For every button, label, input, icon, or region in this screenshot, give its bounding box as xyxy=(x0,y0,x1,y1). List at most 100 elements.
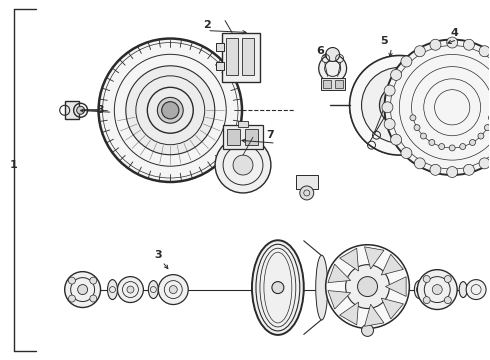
Circle shape xyxy=(65,272,100,307)
Ellipse shape xyxy=(459,282,467,298)
Polygon shape xyxy=(365,304,384,326)
Circle shape xyxy=(362,67,437,143)
Wedge shape xyxy=(404,131,434,155)
Circle shape xyxy=(69,295,75,302)
Circle shape xyxy=(90,277,97,284)
Bar xyxy=(335,80,343,88)
Circle shape xyxy=(384,118,395,130)
Bar xyxy=(238,121,248,127)
Bar xyxy=(223,125,263,149)
Circle shape xyxy=(401,148,412,158)
Wedge shape xyxy=(384,55,415,71)
Circle shape xyxy=(126,66,215,155)
Circle shape xyxy=(349,55,449,155)
Circle shape xyxy=(464,165,474,175)
Bar xyxy=(226,37,238,75)
Circle shape xyxy=(76,106,85,114)
Circle shape xyxy=(479,158,490,169)
Circle shape xyxy=(118,276,144,302)
Circle shape xyxy=(233,155,253,175)
Circle shape xyxy=(326,245,409,328)
Circle shape xyxy=(439,144,444,149)
Circle shape xyxy=(466,280,486,300)
Text: 2: 2 xyxy=(203,19,211,30)
Circle shape xyxy=(300,186,314,200)
Polygon shape xyxy=(381,254,403,275)
Circle shape xyxy=(415,46,425,57)
Circle shape xyxy=(318,54,346,82)
Bar xyxy=(216,62,224,71)
Polygon shape xyxy=(340,248,359,271)
Circle shape xyxy=(444,275,451,283)
Polygon shape xyxy=(386,277,406,296)
Ellipse shape xyxy=(252,240,304,335)
Ellipse shape xyxy=(107,280,118,300)
Bar xyxy=(227,129,240,145)
Text: 3: 3 xyxy=(97,105,104,115)
Circle shape xyxy=(385,40,490,175)
Wedge shape xyxy=(353,64,380,93)
Wedge shape xyxy=(430,101,449,131)
Circle shape xyxy=(345,265,390,309)
Polygon shape xyxy=(381,298,403,319)
Circle shape xyxy=(478,133,484,139)
Circle shape xyxy=(362,324,373,336)
Circle shape xyxy=(326,48,340,62)
Circle shape xyxy=(410,115,416,121)
Circle shape xyxy=(430,39,441,50)
Bar xyxy=(216,42,224,50)
Circle shape xyxy=(390,95,409,115)
Ellipse shape xyxy=(316,255,328,320)
Text: 6: 6 xyxy=(316,45,324,55)
Circle shape xyxy=(430,165,441,175)
Circle shape xyxy=(157,97,183,123)
Circle shape xyxy=(469,139,475,145)
Circle shape xyxy=(489,115,490,121)
Circle shape xyxy=(69,277,75,284)
Circle shape xyxy=(384,85,395,96)
Circle shape xyxy=(382,102,393,113)
Polygon shape xyxy=(328,264,351,283)
Circle shape xyxy=(162,102,179,119)
Circle shape xyxy=(415,158,425,169)
Circle shape xyxy=(460,144,465,149)
Circle shape xyxy=(485,125,490,131)
Circle shape xyxy=(464,39,474,50)
Polygon shape xyxy=(340,302,359,325)
Polygon shape xyxy=(365,247,384,269)
Circle shape xyxy=(444,297,451,303)
Text: 7: 7 xyxy=(266,130,274,140)
Circle shape xyxy=(98,39,242,182)
Circle shape xyxy=(90,295,97,302)
Bar xyxy=(65,101,78,119)
Circle shape xyxy=(449,145,455,151)
Circle shape xyxy=(391,69,402,80)
Circle shape xyxy=(479,46,490,57)
Circle shape xyxy=(215,137,271,193)
Bar xyxy=(323,80,331,88)
Circle shape xyxy=(169,285,177,293)
Circle shape xyxy=(272,282,284,293)
Polygon shape xyxy=(328,291,351,309)
Text: 5: 5 xyxy=(381,36,388,46)
Bar xyxy=(245,129,258,145)
Text: 4: 4 xyxy=(450,28,458,37)
Circle shape xyxy=(391,134,402,145)
Circle shape xyxy=(127,286,134,293)
Circle shape xyxy=(429,139,435,145)
Bar xyxy=(321,78,344,90)
Wedge shape xyxy=(365,131,394,155)
Circle shape xyxy=(432,285,442,294)
Ellipse shape xyxy=(148,280,158,298)
Circle shape xyxy=(423,297,430,303)
Circle shape xyxy=(447,37,458,48)
Wedge shape xyxy=(419,64,446,93)
Circle shape xyxy=(358,276,377,297)
Ellipse shape xyxy=(415,280,424,298)
Circle shape xyxy=(379,85,419,125)
Circle shape xyxy=(420,133,426,139)
Circle shape xyxy=(414,125,420,131)
Bar xyxy=(296,175,318,189)
Text: 3: 3 xyxy=(154,250,162,260)
Circle shape xyxy=(447,167,458,177)
